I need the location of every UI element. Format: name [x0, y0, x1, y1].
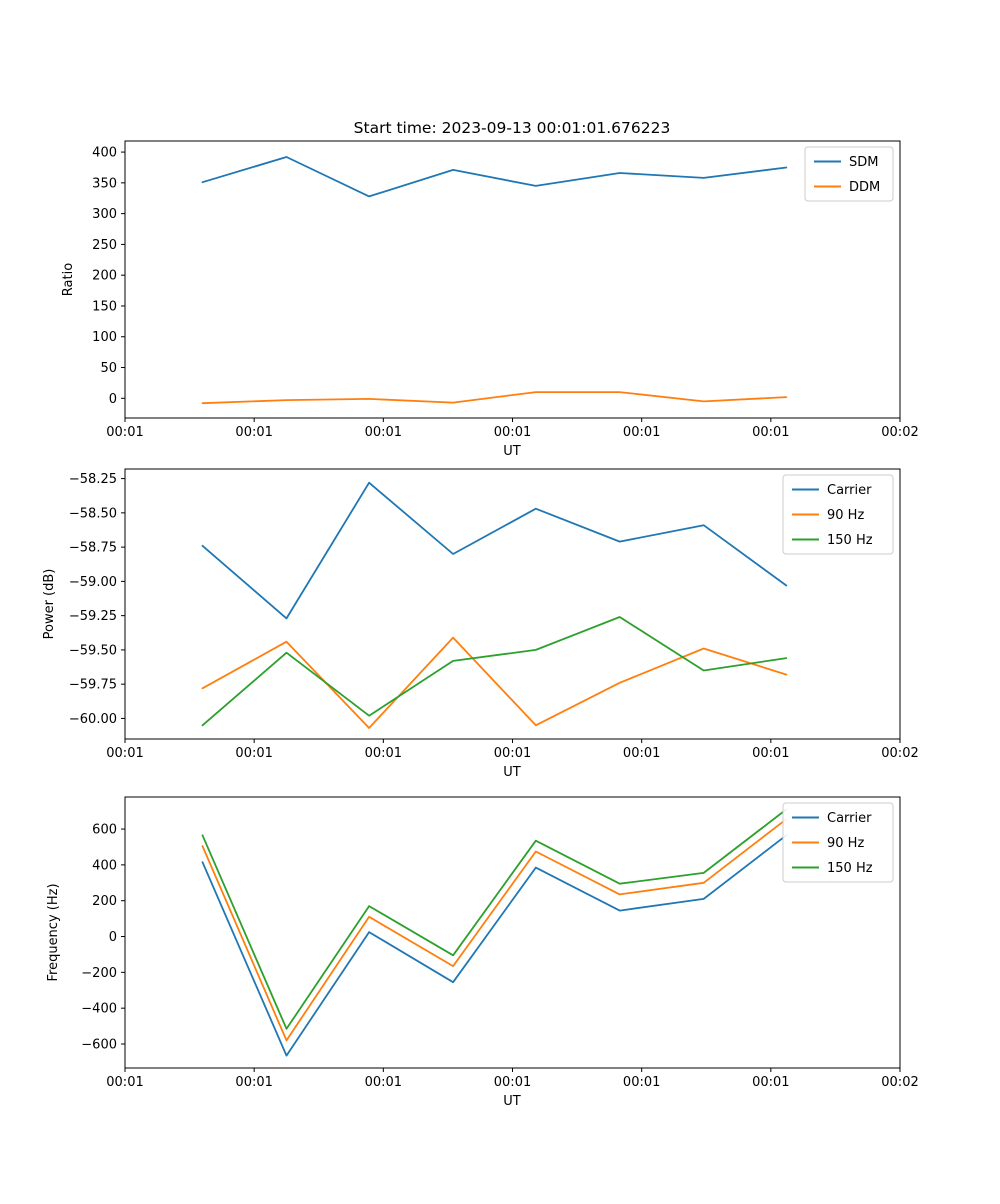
x-tick-label: 00:01 [235, 746, 272, 761]
y-tick-label: 350 [92, 176, 117, 191]
y-tick-label: 400 [92, 146, 117, 161]
plot-frame [124, 140, 901, 419]
y-tick-label: 400 [92, 858, 117, 873]
legend-label: 150 Hz [827, 533, 873, 548]
y-tick-label: −59.75 [69, 678, 117, 693]
ratio-x-axis-label: UT [503, 444, 521, 459]
x-tick-label: 00:01 [365, 425, 402, 440]
y-tick-label: −59.50 [69, 643, 117, 658]
series-line-ddm [201, 391, 788, 405]
legend-label: 90 Hz [827, 836, 864, 851]
legend: Carrier 90 Hz 150 Hz [782, 802, 894, 883]
y-tick-label: −58.50 [69, 506, 117, 521]
legend: SDM DDM [804, 146, 894, 202]
legend: Carrier 90 Hz 150 Hz [782, 474, 894, 555]
y-tick-label: 150 [92, 299, 117, 314]
x-tick-label: 00:02 [881, 425, 918, 440]
figure-title: Start time: 2023-09-13 00:01:01.676223 [354, 119, 671, 137]
x-tick-label: 00:01 [494, 425, 531, 440]
series-line-carrier [201, 481, 788, 620]
x-tick-label: 00:01 [365, 746, 402, 761]
y-tick-label: 200 [92, 269, 117, 284]
x-tick-label: 00:01 [752, 1075, 789, 1090]
plot-frame [124, 796, 901, 1069]
legend-label: 90 Hz [827, 508, 864, 523]
legend-label: Carrier [827, 811, 872, 826]
legend-box [782, 474, 894, 555]
legend-label: 150 Hz [827, 861, 873, 876]
legend-box [782, 802, 894, 883]
x-tick-label: 00:01 [106, 1075, 143, 1090]
y-tick-label: 100 [92, 330, 117, 345]
series-line-carrier [201, 834, 788, 1057]
x-tick-label: 00:02 [881, 1075, 918, 1090]
y-tick-label: 300 [92, 207, 117, 222]
x-tick-label: 00:01 [106, 425, 143, 440]
x-tick-label: 00:01 [106, 746, 143, 761]
ratio-y-axis-label: Ratio [61, 263, 76, 296]
power-y-axis-label: Power (dB) [42, 569, 57, 640]
x-tick-label: 00:01 [623, 1075, 660, 1090]
legend-label: Carrier [827, 483, 872, 498]
x-tick-label: 00:02 [881, 746, 918, 761]
x-tick-label: 00:01 [235, 1075, 272, 1090]
y-tick-label: −60.00 [69, 712, 117, 727]
power-x-axis-label: UT [503, 765, 521, 780]
y-tick-label: 250 [92, 238, 117, 253]
x-tick-label: 00:01 [235, 425, 272, 440]
legend-label: SDM [849, 155, 878, 170]
series-line-90-hz [201, 636, 788, 729]
x-tick-label: 00:01 [365, 1075, 402, 1090]
subplot-ratio: 00:01 00:01 00:01 00:01 00:01 00:01 00:02 0 50 10… [92, 140, 919, 440]
x-tick-label: 00:01 [623, 746, 660, 761]
y-tick-label: −400 [81, 1002, 117, 1017]
x-tick-label: 00:01 [494, 1075, 531, 1090]
legend-label: DDM [849, 180, 880, 195]
y-tick-label: 600 [92, 823, 117, 838]
y-tick-label: −58.25 [69, 472, 117, 487]
y-tick-label: −59.00 [69, 575, 117, 590]
series-line-150-hz [201, 808, 788, 1030]
y-tick-label: 200 [92, 894, 117, 909]
y-tick-label: −600 [81, 1037, 117, 1052]
x-tick-label: 00:01 [494, 746, 531, 761]
x-tick-label: 00:01 [623, 425, 660, 440]
subplot-frequency: 00:01 00:01 00:01 00:01 00:01 00:01 00:02 −600 −… [81, 796, 919, 1090]
x-tick-label: 00:01 [752, 425, 789, 440]
series-line-150-hz [201, 616, 788, 727]
x-tick-label: 00:01 [752, 746, 789, 761]
plot-frame [124, 468, 901, 740]
series-line-sdm [201, 156, 788, 198]
y-tick-label: −59.25 [69, 609, 117, 624]
series-line-90-hz [201, 818, 788, 1042]
y-tick-label: −200 [81, 966, 117, 981]
y-tick-label: −58.75 [69, 541, 117, 556]
frequency-y-axis-label: Frequency (Hz) [46, 883, 61, 981]
y-tick-label: 0 [109, 392, 117, 407]
y-tick-label: 0 [109, 930, 117, 945]
y-tick-label: 50 [100, 361, 117, 376]
frequency-x-axis-label: UT [503, 1094, 521, 1109]
subplot-power: 00:01 00:01 00:01 00:01 00:01 00:01 00:02 −60.0… [69, 468, 919, 761]
